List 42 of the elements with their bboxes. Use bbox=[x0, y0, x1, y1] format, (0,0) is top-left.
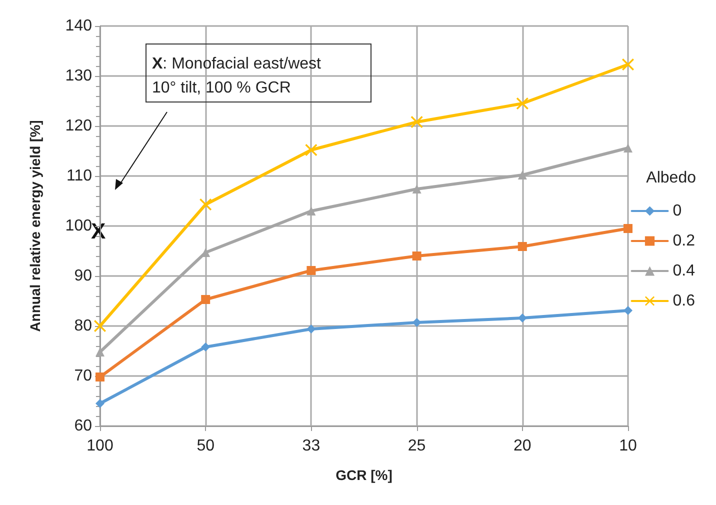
point bbox=[518, 170, 527, 180]
point bbox=[201, 295, 210, 304]
legend-label: 0 bbox=[672, 202, 682, 220]
y-tick-label: 60 bbox=[74, 418, 92, 434]
point bbox=[306, 206, 316, 216]
point bbox=[306, 266, 316, 275]
point bbox=[412, 184, 422, 194]
point bbox=[624, 224, 632, 233]
point bbox=[94, 320, 106, 332]
y-tick-label: 80 bbox=[74, 318, 92, 334]
point bbox=[412, 252, 422, 260]
legend-label: 0.6 bbox=[672, 292, 696, 310]
point bbox=[624, 144, 632, 152]
y-tick-label: 120 bbox=[65, 118, 92, 134]
y-tick-label: 110 bbox=[66, 168, 92, 184]
point bbox=[516, 98, 528, 110]
legend-title: Albedo bbox=[646, 170, 696, 186]
point bbox=[96, 372, 104, 382]
y-axis-title: Annual relative energy yield [%] bbox=[27, 120, 43, 332]
point bbox=[622, 58, 634, 70]
point bbox=[518, 242, 527, 251]
y-tick-label: 70 bbox=[74, 368, 92, 384]
point bbox=[200, 198, 212, 210]
x-tick-label: 50 bbox=[196, 438, 215, 454]
x-tick-label: 20 bbox=[514, 438, 532, 454]
y-tick-label: 130 bbox=[65, 68, 92, 84]
x-tick-label: 10 bbox=[619, 438, 637, 454]
x-tick-label: 25 bbox=[408, 438, 426, 454]
point bbox=[305, 144, 318, 156]
y-tick-label: 90 bbox=[74, 268, 92, 284]
point bbox=[96, 348, 104, 356]
point bbox=[201, 342, 210, 352]
point bbox=[624, 306, 632, 315]
legend-label: 0.2 bbox=[672, 232, 696, 250]
point bbox=[96, 399, 104, 408]
y-tick-label: 140 bbox=[65, 18, 92, 34]
annotation: X: Monofacial east/west 10° tilt, 100 % GCR bbox=[152, 56, 322, 96]
legend-label: 0.4 bbox=[672, 262, 696, 280]
x-tick-label: 33 bbox=[302, 438, 320, 454]
x-tick-label: 100 bbox=[86, 438, 114, 454]
x-axis-title: GCR [%] bbox=[336, 467, 392, 483]
y-tick-label: 100 bbox=[65, 218, 92, 234]
